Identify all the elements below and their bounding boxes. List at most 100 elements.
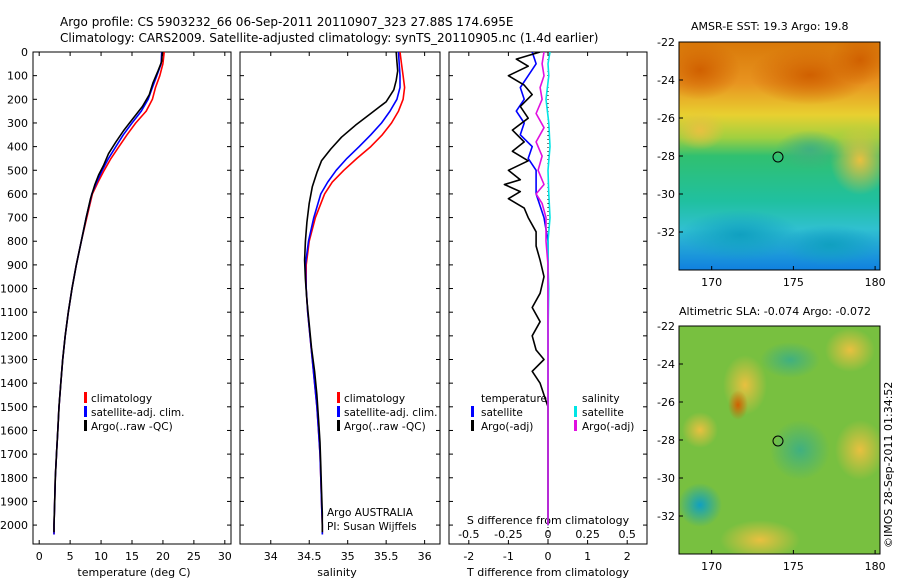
sst-lon-tick-labels: 170 175 180 [701,266,886,289]
legend-swatch-temp-argo [471,420,474,431]
sst-yellow-patch [679,110,725,150]
legend-swatch-climatology [84,392,87,403]
lon-tick-label: 170 [701,276,722,289]
depth-tick-label: 1700 [0,448,28,461]
depth-tick-label: 900 [7,259,28,272]
depth-tick-label: 600 [7,188,28,201]
t-difference-x-tick-labels: -2 -1 0 1 2 [463,550,630,563]
sst-cool-patch [680,210,800,260]
x-tick-label: 36 [418,550,432,563]
lat-tick-label: -30 [657,472,675,485]
lat-tick-label: -24 [657,74,675,87]
legend-label-temp-argo: Argo(-adj) [481,421,533,433]
depth-tick-label: 100 [7,70,28,83]
depth-tick-label: 200 [7,93,28,106]
lat-tick-label: -32 [657,510,675,523]
depth-tick-label: 1800 [0,472,28,485]
s-difference-tick-label: -0.25 [494,528,522,541]
sla-yellow-patch [835,420,880,480]
x-tick-label: -1 [503,550,514,563]
salinity-plot-frame [239,51,441,545]
lat-tick-label: -22 [657,320,675,333]
sst-yellow-patch [830,125,880,195]
figure-title-line1: Argo profile: CS 5903232_66 06-Sep-2011 … [60,15,514,29]
sla-teal-patch [679,483,722,527]
figure-title-line2: Climatology: CARS2009. Satellite-adjuste… [60,31,598,45]
x-tick-label: 35.5 [374,550,399,563]
depth-tick-label: 500 [7,164,28,177]
sla-lat-tick-labels: -22 -24 -26 -28 -30 -32 [657,320,683,523]
s-difference-tick-label: 0.5 [618,528,636,541]
sst-map-title: AMSR-E SST: 19.3 Argo: 19.8 [691,20,849,33]
x-tick-label: 0 [545,550,552,563]
x-tick-label: 5 [67,550,74,563]
sst-teal-patch [775,130,845,170]
x-tick-label: 34 [264,550,278,563]
salinity-legend: climatology satellite-adj. clim. Argo(..… [337,392,437,433]
legend-group-salinity: salinity [582,393,620,405]
sst-argo-position-marker [772,151,784,163]
lon-tick-label: 170 [701,560,722,573]
series-line [53,52,163,535]
lat-tick-label: -32 [657,226,675,239]
lat-tick-label: -26 [657,112,675,125]
legend-swatch-sal-satellite [574,406,577,417]
sst-cool-patch [780,225,880,265]
lon-tick-label: 175 [783,276,804,289]
lon-tick-label: 180 [865,276,886,289]
legend-label-sal-argo: Argo(-adj) [582,421,634,433]
depth-tick-label: 1000 [0,283,28,296]
salinity-axis-label: salinity [317,566,357,579]
sla-teal-patch [760,342,820,378]
temperature-plot-frame [32,51,232,545]
lat-tick-label: -22 [657,36,675,49]
depth-tick-label: 1400 [0,377,28,390]
sla-yellow-patch [825,328,875,372]
legend-label-satellite: satellite-adj. clim. [344,407,437,419]
depth-tick-label: 300 [7,117,28,130]
legend-label-satellite: satellite-adj. clim. [91,407,184,419]
sla-map [679,326,880,554]
salinity-x-tick-labels: 34 34.5 35 35.5 36 [264,550,432,563]
x-tick-label: 0 [36,550,43,563]
lat-tick-label: -28 [657,434,675,447]
salinity-series [303,52,406,535]
legend-swatch-satellite [84,406,87,417]
sst-lat-tick-labels: -22 -24 -26 -28 -30 -32 [657,36,683,239]
x-tick-label: 30 [218,550,232,563]
sla-map-title: Altimetric SLA: -0.074 Argo: -0.072 [679,305,871,318]
legend-swatch-temp-satellite [471,406,474,417]
lat-tick-label: -30 [657,188,675,201]
legend-swatch-satellite [337,406,340,417]
argo-program-annotation: Argo AUSTRALIA [327,507,414,519]
depth-tick-label: 400 [7,141,28,154]
depth-tick-label: 800 [7,235,28,248]
lat-tick-label: -26 [657,396,675,409]
legend-swatch-sal-argo [574,420,577,431]
legend-label-argo: Argo(..raw -QC) [91,421,173,433]
depth-axis-labels: 0 100 200 300 400 500 600 700 800 900 1000 1100 1200… [0,46,28,532]
pi-annotation: PI: Susan Wijffels [327,521,417,533]
s-difference-tick-label: 0 [545,528,552,541]
series-line [303,52,399,533]
depth-tick-label: 0 [21,46,28,59]
x-tick-label: 2 [624,550,631,563]
x-tick-label: 10 [94,550,108,563]
difference-legend: temperature salinity satellite Argo(-adj… [471,393,634,433]
x-tick-label: -2 [463,550,474,563]
panel-ticks [33,51,647,544]
legend-swatch-argo [337,420,340,431]
depth-tick-label: 1600 [0,424,28,437]
temperature-legend: climatology satellite-adj. clim. Argo(..… [84,392,184,433]
s-difference-tick-label: 0.25 [575,528,600,541]
temperature-x-tick-labels: 0 5 10 15 20 25 30 [36,550,232,563]
legend-label-temp-satellite: satellite [481,407,523,419]
temperature-axis-label: temperature (deg C) [77,566,190,579]
x-tick-label: 20 [156,550,170,563]
s-difference-tick-labels: -0.5 -0.25 0 0.25 0.5 [458,528,636,541]
s-difference-tick-label: -0.5 [458,528,479,541]
sla-yellow-patch [720,520,800,554]
sst-warm-patch [830,42,880,85]
depth-tick-label: 1900 [0,495,28,508]
